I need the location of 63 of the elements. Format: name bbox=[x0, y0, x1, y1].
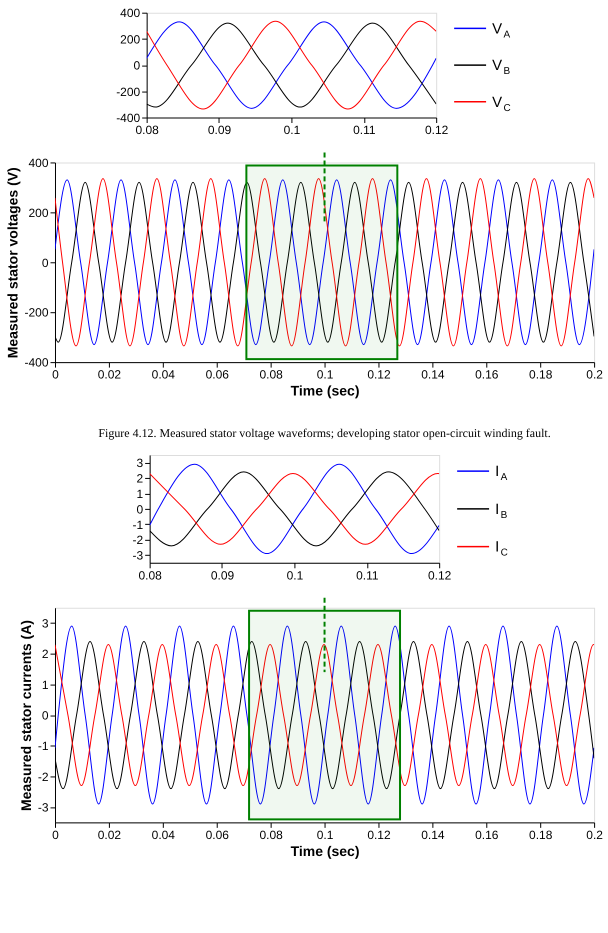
y-tick-label: -2 bbox=[38, 770, 49, 784]
y-tick-label: -1 bbox=[132, 518, 144, 532]
x-tick-label: 0.1 bbox=[316, 828, 334, 842]
x-tick-label: 0.04 bbox=[152, 368, 176, 382]
y-tick-label: 0 bbox=[42, 256, 49, 270]
x-tick-label: 0.08 bbox=[138, 568, 162, 582]
x-tick-label: 0.12 bbox=[367, 368, 391, 382]
x-tick-label: 0.1 bbox=[284, 122, 301, 137]
x-tick-label: 0.16 bbox=[475, 828, 499, 842]
x-axis-title: Time (sec) bbox=[290, 842, 360, 859]
x-tick-label: 0.06 bbox=[206, 368, 230, 382]
y-tick-label: 0 bbox=[133, 58, 140, 73]
y-tick-label: 1 bbox=[42, 678, 49, 692]
y-tick-label: 400 bbox=[28, 156, 49, 170]
y-tick-label: 1 bbox=[136, 486, 144, 501]
x-tick-label: 0 bbox=[52, 828, 60, 842]
y-tick-label: 3 bbox=[136, 456, 144, 470]
x-tick-label: 0.2 bbox=[586, 368, 604, 382]
y-tick-label: 200 bbox=[120, 32, 140, 46]
x-tick-label: 0.02 bbox=[98, 828, 122, 842]
x-tick-label: 0.2 bbox=[586, 828, 604, 842]
y-tick-label: -3 bbox=[38, 800, 49, 815]
x-tick-label: 0.02 bbox=[98, 368, 122, 382]
y-tick-label: 3 bbox=[42, 616, 49, 631]
x-axis-title: Time (sec) bbox=[290, 382, 360, 399]
y-axis-title: Measured stator currents (A) bbox=[18, 620, 34, 812]
x-tick-label: 0.12 bbox=[367, 828, 391, 842]
x-tick-label: 0.11 bbox=[353, 122, 376, 137]
x-tick-label: 0.08 bbox=[136, 122, 160, 137]
y-tick-label: -400 bbox=[24, 356, 49, 370]
y-tick-label: -200 bbox=[116, 84, 140, 99]
y-tick-label: 0 bbox=[42, 708, 49, 723]
y-tick-label: 400 bbox=[120, 6, 140, 20]
x-tick-label: 0.14 bbox=[421, 828, 445, 842]
x-tick-label: 0.04 bbox=[152, 828, 176, 842]
x-tick-label: 0.16 bbox=[475, 368, 499, 382]
y-tick-label: 2 bbox=[42, 647, 49, 662]
x-tick-label: 0.11 bbox=[356, 568, 379, 582]
x-tick-label: 0.12 bbox=[428, 568, 452, 582]
x-tick-label: 0.06 bbox=[206, 828, 230, 842]
y-tick-label: 200 bbox=[28, 206, 49, 220]
x-tick-label: 0.18 bbox=[529, 368, 553, 382]
y-tick-label: -400 bbox=[116, 111, 140, 126]
x-tick-label: 0.12 bbox=[425, 122, 449, 137]
caption: Figure 4.12. Measured stator voltage waveforms; developing stator open-circuit winding fault. bbox=[98, 426, 551, 440]
y-tick-label: -200 bbox=[24, 306, 49, 320]
x-tick-label: 0.14 bbox=[421, 368, 445, 382]
x-tick-label: 0.1 bbox=[316, 368, 334, 382]
y-axis-title: Measured stator voltages (V) bbox=[4, 167, 21, 358]
y-tick-label: 0 bbox=[136, 502, 144, 516]
x-tick-label: 0.1 bbox=[286, 568, 304, 582]
x-tick-label: 0.09 bbox=[210, 568, 235, 582]
y-tick-label: -2 bbox=[132, 533, 144, 548]
x-tick-label: 0.08 bbox=[259, 368, 284, 382]
x-tick-label: 0.09 bbox=[208, 122, 232, 137]
x-tick-label: 0.08 bbox=[259, 828, 284, 842]
x-tick-label: 0 bbox=[52, 368, 60, 382]
x-tick-label: 0.18 bbox=[529, 828, 553, 842]
line-series bbox=[150, 464, 440, 554]
y-tick-label: 2 bbox=[136, 472, 144, 486]
line-series bbox=[54, 626, 594, 804]
y-tick-label: -1 bbox=[38, 739, 49, 754]
y-tick-label: -3 bbox=[132, 548, 144, 563]
